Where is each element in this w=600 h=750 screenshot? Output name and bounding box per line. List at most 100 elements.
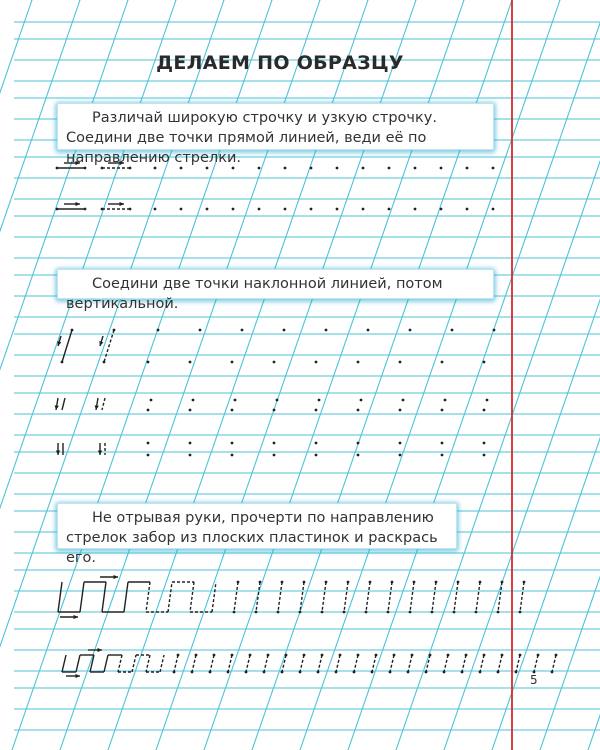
arrow-icon [57,341,62,346]
dot [430,610,434,614]
dot [320,653,324,657]
arrow-icon [54,405,59,410]
slant-line [587,713,600,750]
dot [361,166,365,170]
dot [442,670,446,674]
slant-line [0,0,33,94]
dot [492,328,496,332]
dot [83,166,87,170]
dot [188,360,192,364]
dot [500,580,504,584]
dot [485,398,489,402]
dot [280,580,284,584]
dashed-stroke [191,654,197,673]
dashed-stroke [343,581,349,613]
dot [413,207,417,211]
dot [205,207,209,211]
dot [335,207,339,211]
dot [226,670,230,674]
dot [230,453,234,457]
dot [172,670,176,674]
dot [356,441,360,445]
dot [390,580,394,584]
dot [55,166,59,170]
sample-stroke [123,581,129,613]
dot [440,453,444,457]
dot [244,670,248,674]
dot [317,398,321,402]
dot [386,610,390,614]
dot [356,453,360,457]
dot [230,360,234,364]
dot [236,580,240,584]
dot [272,453,276,457]
dashed-stroke [461,654,467,673]
slant-line [491,436,600,750]
dot [398,441,402,445]
dot [275,398,279,402]
dot [478,580,482,584]
dot [198,328,202,332]
dot [482,453,486,457]
dot [280,670,284,674]
dashed-stroke [321,581,327,613]
dot [146,441,150,445]
dot [518,610,522,614]
dashed-stroke [425,654,431,673]
dashed-stroke [227,654,233,673]
sample-stroke [61,397,66,411]
arrow-icon [97,450,103,455]
dot [324,328,328,332]
slant-line [0,0,81,233]
arrow-icon [113,574,118,580]
slant-line [443,298,600,750]
dot [424,670,428,674]
dot [450,328,454,332]
dashed-stroke [533,654,539,673]
dot [361,207,365,211]
dot [314,408,318,412]
instruction-box-3: Не отрывая руки, прочерти по направлению… [57,503,457,566]
dot [406,670,410,674]
dot [410,653,414,657]
dot [482,441,486,445]
instruction-box-1: Различай широкую строчку и узкую строчку… [57,103,494,166]
dot [320,610,324,614]
dot [179,166,183,170]
dashed-stroke [209,654,215,673]
dot [518,653,522,657]
dot [208,670,212,674]
dot [398,408,402,412]
dot [408,610,412,614]
dot [550,670,554,674]
dot [284,653,288,657]
dot [194,653,198,657]
dot [146,360,150,364]
dot [465,166,469,170]
dashed-stroke [167,581,173,613]
dot [205,166,209,170]
arrow-icon [55,450,61,455]
dot [428,653,432,657]
dot [258,580,262,584]
dashed-stroke [299,654,305,673]
dashed-stroke [211,581,217,613]
sample-stroke [101,581,107,613]
sample-stroke [61,654,67,673]
sample-stroke [79,581,85,613]
dot [257,207,261,211]
arrow-icon [75,160,80,166]
instruction-text-2: Соедини две точки наклонной линией, пото… [66,276,443,312]
dot [272,408,276,412]
dot [230,653,234,657]
dot [456,580,460,584]
dot [346,580,350,584]
dot [102,360,106,364]
instruction-text-3: Не отрывая руки, прочерти по направлению… [66,510,438,566]
dashed-stroke [317,654,323,673]
dot [266,653,270,657]
dot [440,441,444,445]
dot [60,360,64,364]
dot [440,408,444,412]
dashed-stroke [387,581,393,613]
